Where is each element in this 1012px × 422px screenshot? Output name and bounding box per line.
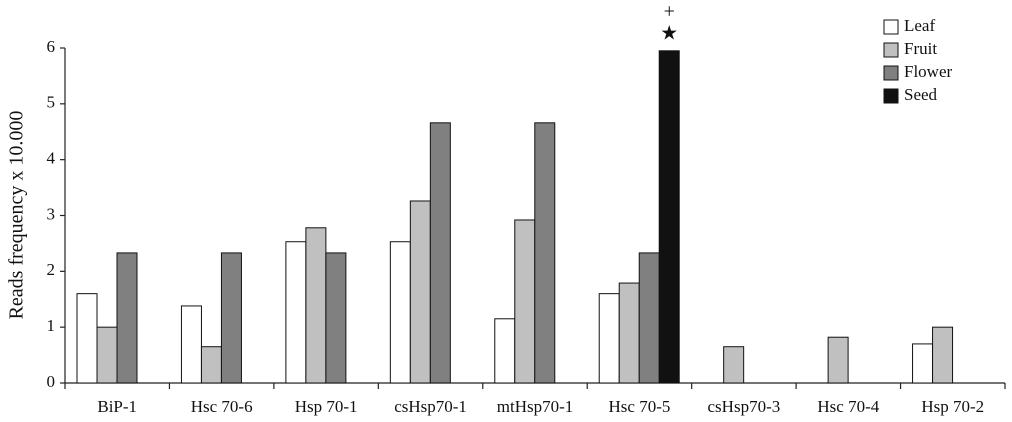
- x-tick-label: csHsp70-1: [394, 397, 467, 416]
- annotation: ★: [660, 22, 678, 44]
- bar: [932, 326, 954, 384]
- bar: [598, 293, 620, 384]
- y-tick-label: 2: [47, 260, 56, 279]
- bar: [618, 282, 640, 384]
- bar: [285, 241, 307, 384]
- bar: [325, 252, 347, 384]
- y-tick-label: 1: [47, 316, 56, 335]
- bar: [220, 252, 242, 384]
- bar: [389, 241, 411, 384]
- legend-label: Seed: [904, 85, 938, 104]
- x-tick-label: Hsc 70-6: [191, 397, 253, 416]
- x-tick-label: Hsp 70-2: [921, 397, 984, 416]
- bar: [658, 50, 680, 384]
- legend-label: Fruit: [904, 39, 937, 58]
- legend-swatch: [883, 19, 899, 35]
- bar: [76, 293, 98, 384]
- legend-label: Flower: [904, 62, 953, 81]
- y-tick-label: 5: [47, 93, 56, 112]
- legend-swatch: [883, 88, 899, 104]
- bar: [827, 336, 849, 384]
- legend-label: Leaf: [904, 16, 935, 35]
- y-tick-label: 6: [47, 37, 56, 56]
- annotation: +: [664, 0, 675, 22]
- bar: [305, 227, 327, 384]
- bar: [514, 219, 536, 384]
- bar: [180, 305, 202, 384]
- bar: [96, 326, 118, 384]
- bar: [534, 122, 556, 384]
- y-tick-label: 0: [47, 372, 56, 391]
- x-tick-label: Hsc 70-5: [609, 397, 671, 416]
- legend-swatch: [883, 65, 899, 81]
- x-tick-label: mtHsp70-1: [497, 397, 574, 416]
- bar: [494, 318, 516, 384]
- y-axis-label: Reads frequency x 10.000: [6, 111, 28, 320]
- x-tick-label: Hsc 70-4: [817, 397, 879, 416]
- bar: [409, 200, 431, 384]
- legend-swatch: [883, 42, 899, 58]
- bar: [638, 252, 660, 384]
- bar: [429, 122, 451, 384]
- bar: [912, 343, 934, 384]
- bar: [116, 252, 138, 384]
- y-tick-label: 3: [47, 204, 56, 223]
- x-tick-label: Hsp 70-1: [295, 397, 358, 416]
- x-tick-label: BiP-1: [97, 397, 137, 416]
- x-tick-label: csHsp70-3: [708, 397, 781, 416]
- bar: [200, 346, 222, 384]
- bar: [723, 346, 745, 384]
- y-tick-label: 4: [47, 149, 56, 168]
